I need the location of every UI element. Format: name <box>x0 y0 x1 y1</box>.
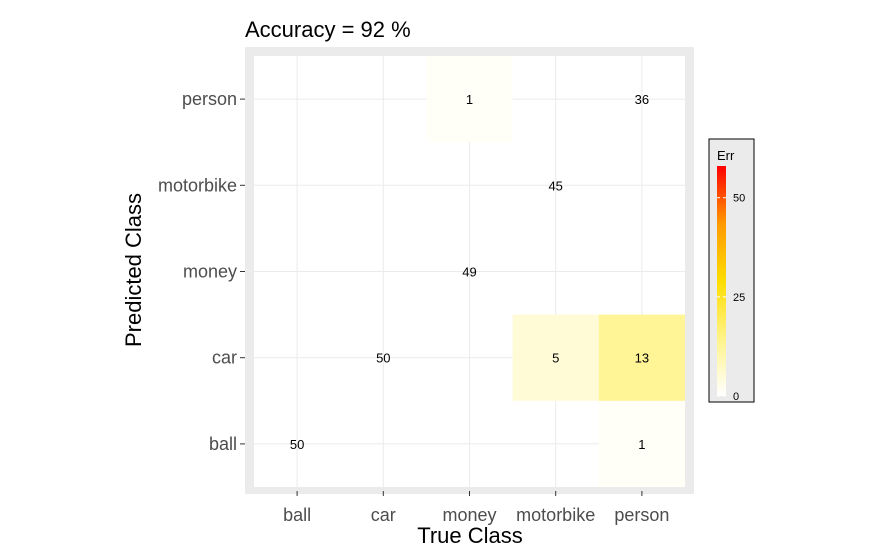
legend-title: Err <box>717 148 735 163</box>
legend-ticks: 0 25 50 <box>717 193 745 403</box>
heatmap-cell <box>426 56 513 143</box>
y-tick-label: person <box>182 89 237 109</box>
x-axis: ball car money motorbike person <box>283 491 669 525</box>
legend-tick-label: 0 <box>733 391 739 403</box>
heatmap-cell <box>598 314 685 401</box>
x-axis-title: True Class <box>417 523 523 548</box>
x-tick-label: motorbike <box>516 505 595 525</box>
y-tick-label: ball <box>209 434 237 454</box>
x-tick-label: person <box>614 505 669 525</box>
cell-value-label: 5 <box>552 351 559 366</box>
legend-colorbar <box>717 166 726 396</box>
x-tick-label: ball <box>283 505 311 525</box>
y-tick-label: motorbike <box>158 175 237 195</box>
x-tick-label: car <box>371 505 396 525</box>
heatmap-cells: 50 1 50 5 13 49 45 1 36 <box>290 56 685 487</box>
cell-value-label: 50 <box>376 351 390 366</box>
chart-title: Accuracy = 92 % <box>245 17 411 42</box>
x-tick-label: money <box>442 505 496 525</box>
heatmap-cell <box>512 314 599 401</box>
y-axis: ball car money motorbike person <box>158 89 245 454</box>
cell-value-label: 1 <box>466 92 473 107</box>
legend-tick-label: 50 <box>733 193 745 205</box>
y-tick-label: car <box>212 348 237 368</box>
heatmap-cell <box>598 400 685 487</box>
cell-value-label: 50 <box>290 437 304 452</box>
cell-value-label: 13 <box>635 351 649 366</box>
cell-value-label: 1 <box>638 437 645 452</box>
cell-value-label: 36 <box>635 92 649 107</box>
legend-box <box>708 138 755 403</box>
y-tick-label: money <box>183 262 237 282</box>
legend-tick-label: 25 <box>733 292 745 304</box>
legend: Err 0 25 50 <box>708 138 755 403</box>
cell-value-label: 45 <box>548 178 562 193</box>
cell-value-label: 49 <box>462 265 476 280</box>
y-axis-title: Predicted Class <box>121 193 146 347</box>
